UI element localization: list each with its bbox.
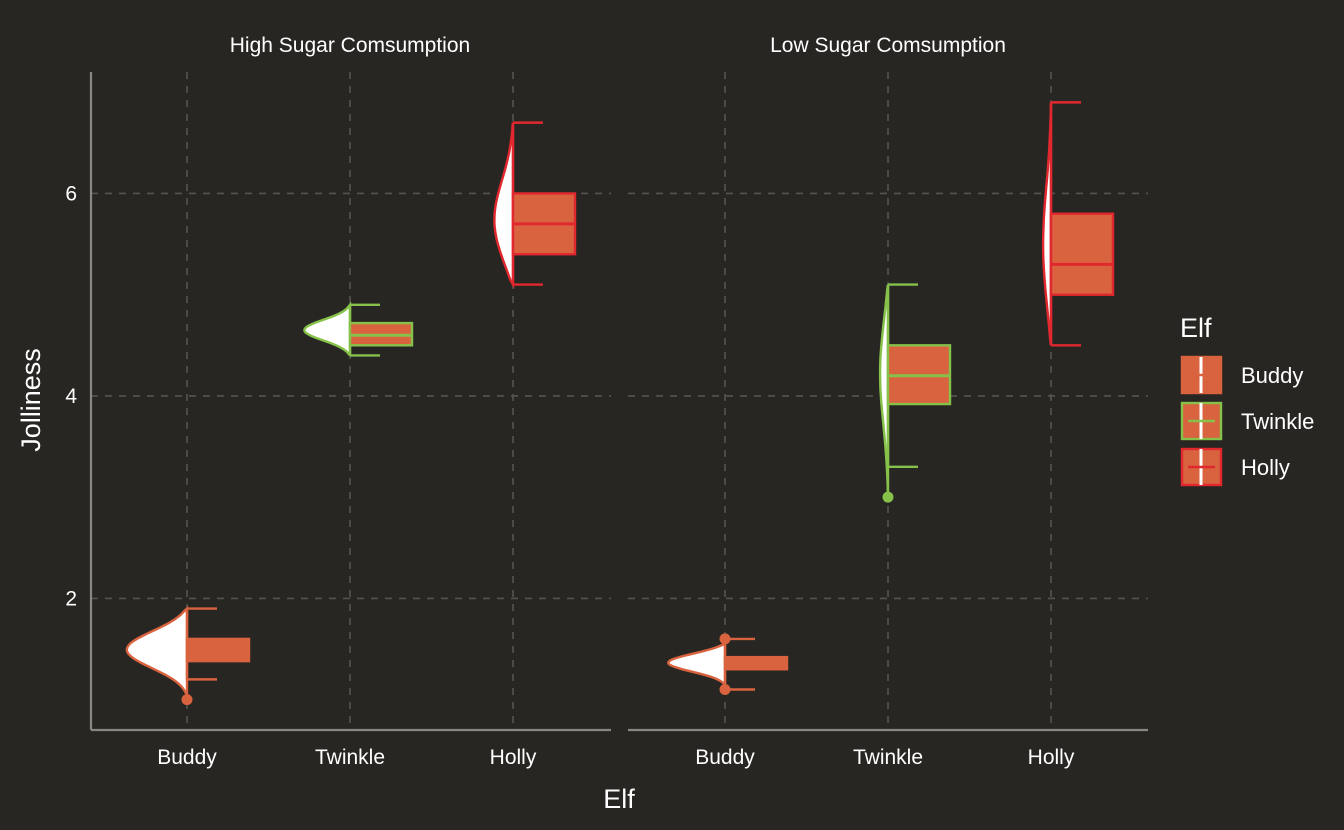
box	[1051, 214, 1113, 295]
x-tick-label: Buddy	[695, 746, 755, 769]
legend-label: Buddy	[1241, 363, 1303, 388]
x-tick-label: Buddy	[157, 746, 217, 769]
panel-title: Low Sugar Comsumption	[770, 34, 1006, 57]
legend-label: Twinkle	[1241, 409, 1314, 434]
panel-high-sugar: High Sugar Comsumption 2 4 6 Buddy Twinkle Hol…	[65, 34, 611, 769]
panel-title: High Sugar Comsumption	[230, 34, 470, 57]
group-buddy	[668, 633, 787, 695]
legend-title: Elf	[1180, 313, 1212, 343]
y-axis-label: Jolliness	[16, 348, 46, 452]
violin	[668, 644, 725, 684]
group-holly	[494, 123, 575, 285]
y-tick-label: 4	[65, 385, 77, 408]
outlier-point	[883, 492, 894, 503]
x-axis-label: Elf	[603, 784, 635, 814]
group-holly	[1043, 102, 1113, 345]
x-tick-label: Twinkle	[315, 746, 385, 769]
y-tick-label: 2	[65, 587, 77, 610]
group-twinkle	[880, 285, 950, 503]
violin	[304, 305, 350, 356]
panel-low-sugar: Low Sugar Comsumption Buddy Twinkle Holly	[628, 34, 1148, 769]
outlier-point	[720, 633, 731, 644]
y-tick-label: 6	[65, 182, 77, 205]
x-tick-label: Holly	[1028, 746, 1075, 769]
legend: Elf Buddy Twinkle Holly	[1180, 313, 1314, 485]
group-twinkle	[304, 305, 412, 356]
x-tick-label: Holly	[490, 746, 537, 769]
outlier-point	[182, 694, 193, 705]
violin	[494, 123, 513, 285]
legend-label: Holly	[1241, 455, 1290, 480]
violin	[127, 609, 187, 695]
outlier-point	[720, 684, 731, 695]
group-buddy	[127, 609, 249, 706]
x-tick-label: Twinkle	[853, 746, 923, 769]
